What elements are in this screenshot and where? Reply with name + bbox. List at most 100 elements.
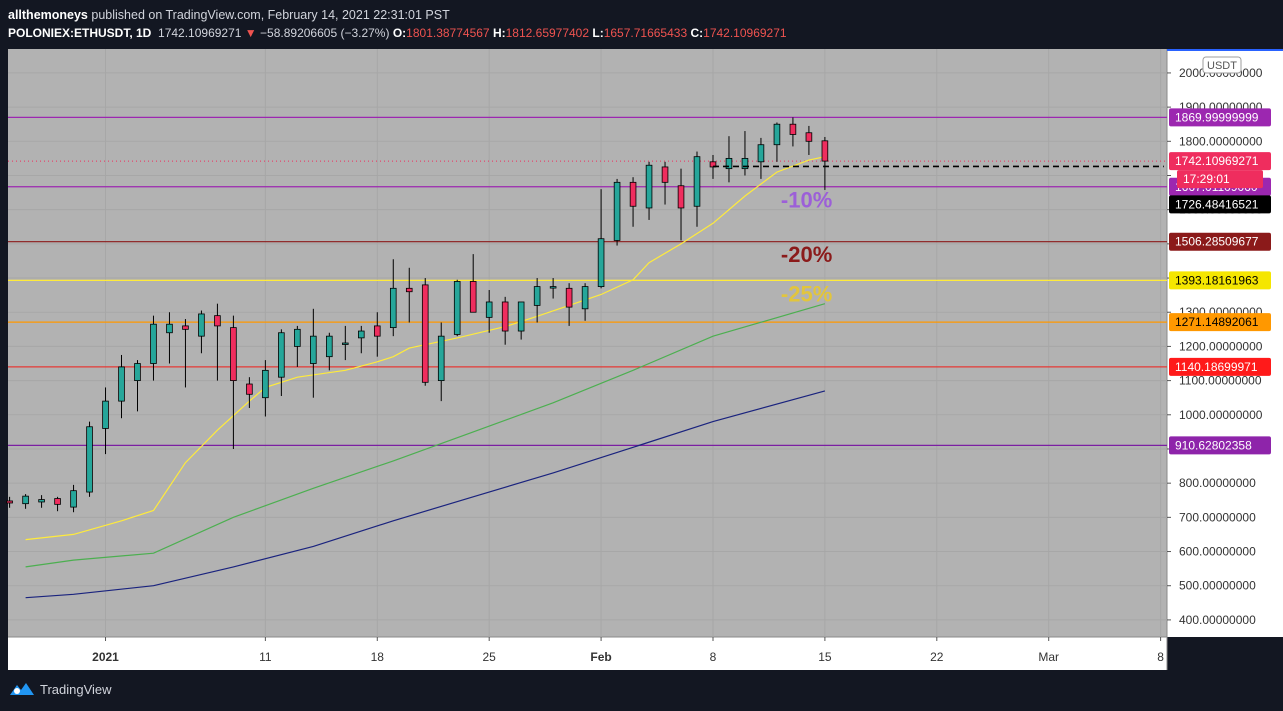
candle-body xyxy=(166,323,173,334)
level-price-badge: 1506.28509677 xyxy=(1175,235,1259,249)
percent-annotation: -20% xyxy=(781,242,832,267)
candle-body xyxy=(86,426,93,493)
x-tick-label: 8 xyxy=(710,650,717,664)
candle-body xyxy=(485,301,493,318)
x-tick-label: 2021 xyxy=(92,650,119,664)
candle-body xyxy=(246,383,253,395)
candle-body xyxy=(741,157,749,170)
level-price-badge-bg xyxy=(1169,271,1271,290)
candle-body xyxy=(310,335,317,364)
candle-body xyxy=(453,281,461,335)
dashed-level-badge-bg xyxy=(1169,195,1271,214)
x-tick-label: Mar xyxy=(1038,650,1059,664)
tradingview-logo-icon[interactable] xyxy=(10,681,34,697)
candle-body xyxy=(789,123,797,135)
author-name[interactable]: allthemoneys xyxy=(8,8,88,22)
chart-header: allthemoneys published on TradingView.co… xyxy=(8,6,787,42)
candle-body xyxy=(501,301,509,332)
x-tick-label: 11 xyxy=(259,650,272,664)
candle-body xyxy=(597,238,605,287)
level-price-badge: 1271.14892061 xyxy=(1175,315,1259,329)
time-axis-panel xyxy=(8,637,1167,670)
plot-area xyxy=(8,49,1167,637)
y-tick-label: 600.00000000 xyxy=(1179,545,1256,559)
candle-body xyxy=(533,286,541,306)
moving-average-line-1 xyxy=(25,156,826,541)
candle-body xyxy=(262,369,269,399)
moving-average-line-3 xyxy=(25,390,826,599)
countdown-badge-bg xyxy=(1177,170,1263,189)
candle-body xyxy=(629,181,637,207)
y-tick-label: 400.00000000 xyxy=(1179,613,1256,627)
level-price-badge-bg xyxy=(1169,108,1271,127)
level-price-badge-bg xyxy=(1169,232,1271,251)
candle-body xyxy=(581,286,589,310)
candle-body xyxy=(342,342,349,345)
candle-body xyxy=(773,123,781,146)
candle-body xyxy=(230,327,237,382)
candle-body xyxy=(693,156,701,207)
candle-body xyxy=(389,287,397,329)
candle-body xyxy=(134,363,141,382)
candle-body xyxy=(805,132,813,142)
candle-body xyxy=(22,495,29,505)
candle-body xyxy=(405,287,413,293)
price-axis-panel xyxy=(1167,49,1283,637)
candle-body xyxy=(437,335,445,382)
level-price-badge: 1393.18161963 xyxy=(1175,273,1259,287)
x-tick-label: 8 xyxy=(1157,650,1164,664)
level-price-badge: 910.62802358 xyxy=(1175,438,1252,452)
candle-body xyxy=(118,366,125,402)
y-tick-label: 1000.00000000 xyxy=(1179,408,1263,422)
last-price: 1742.10969271 xyxy=(158,26,242,40)
dashed-level-badge: 1726.48416521 xyxy=(1175,197,1259,211)
candle-body xyxy=(821,140,829,162)
percent-annotation: -25% xyxy=(781,281,832,306)
candle-body xyxy=(565,287,573,308)
x-tick-label: Feb xyxy=(590,650,611,664)
level-price-badge: 1869.99999999 xyxy=(1175,110,1259,124)
change-arrow-icon: ▼ xyxy=(244,26,257,40)
candle-body xyxy=(421,284,429,383)
price-change: −58.89206605 (−3.27%) xyxy=(260,26,390,40)
close-value: 1742.10969271 xyxy=(703,26,787,40)
last-price-badge-bg xyxy=(1169,152,1271,171)
candle-body xyxy=(6,500,13,504)
y-tick-label: 700.00000000 xyxy=(1179,510,1256,524)
high-label: H: xyxy=(492,26,506,40)
y-tick-label: 1200.00000000 xyxy=(1179,339,1263,353)
candle-body xyxy=(182,325,189,330)
candle-body xyxy=(278,332,285,378)
symbol-label[interactable]: POLONIEX:ETHUSDT, 1D xyxy=(8,26,152,40)
currency-badge[interactable]: USDT xyxy=(1207,60,1237,72)
candle-body xyxy=(102,400,109,429)
countdown-timer: 17:29:01 xyxy=(1183,172,1230,186)
x-tick-label: 25 xyxy=(483,650,497,664)
candle-body xyxy=(757,144,765,163)
candle-body xyxy=(517,301,525,332)
candle-body xyxy=(725,157,733,170)
candle-body xyxy=(469,281,477,313)
close-label: C: xyxy=(690,26,704,40)
currency-badge-bg[interactable] xyxy=(1202,56,1242,74)
candle-body xyxy=(549,286,557,289)
brand-name[interactable]: TradingView xyxy=(40,681,112,697)
candle-body xyxy=(214,315,221,327)
low-value: 1657.71665433 xyxy=(603,26,688,40)
candle-body xyxy=(677,185,685,209)
x-tick-label: 22 xyxy=(930,650,944,664)
footer: TradingView xyxy=(10,681,112,697)
percent-annotation: -10% xyxy=(781,187,832,212)
candle-body xyxy=(326,335,333,358)
ohlc-line: POLONIEX:ETHUSDT, 1D 1742.10969271 ▼ −58… xyxy=(8,24,787,42)
y-tick-label: 500.00000000 xyxy=(1179,579,1256,593)
publish-line: allthemoneys published on TradingView.co… xyxy=(8,6,787,24)
candle-body xyxy=(198,313,205,337)
candle-body xyxy=(613,181,621,241)
candle-body xyxy=(661,166,669,183)
candle-body xyxy=(70,490,77,508)
open-label: O: xyxy=(392,26,407,40)
last-price-badge: 1742.10969271 xyxy=(1175,154,1259,168)
level-price-badge-bg xyxy=(1169,313,1271,332)
